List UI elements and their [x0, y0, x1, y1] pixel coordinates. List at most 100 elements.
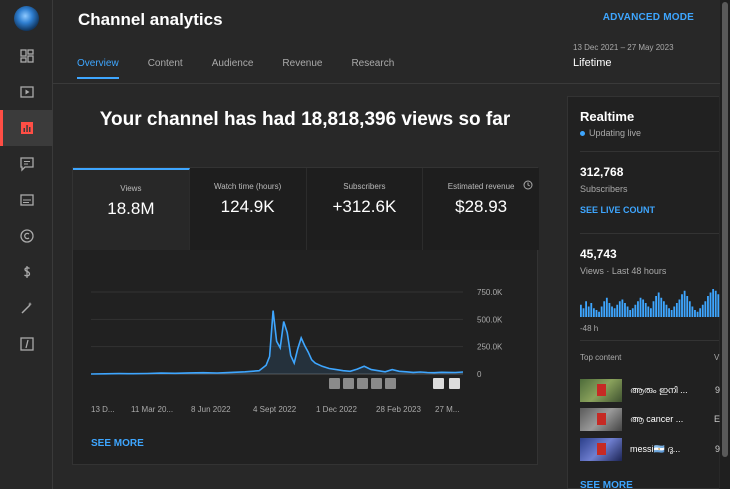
top-content-item[interactable]: ആരും ഇനി ... 9 [580, 377, 720, 403]
realtime-bar [592, 308, 595, 317]
realtime-bar [699, 308, 702, 317]
x-tick-label: 8 Jun 2022 [191, 405, 231, 414]
channel-avatar[interactable] [14, 6, 39, 31]
realtime-bar [691, 306, 694, 317]
metric-label: Views [120, 184, 142, 193]
y-tick-label: 250.0K [477, 343, 503, 352]
realtime-bar [595, 310, 598, 317]
video-views: 9 [714, 444, 720, 454]
views-line-chart: 750.0K 500.0K 250.0K 0 13 D... 11 Mar 20... 8 … [90, 288, 503, 414]
sidebar-item-comments[interactable] [0, 146, 53, 182]
top-content-item[interactable]: messi🇦🇷 ദു... 9 [580, 436, 720, 462]
realtime-bar [634, 304, 637, 317]
tab-revenue[interactable]: Revenue [282, 58, 323, 69]
realtime-bar [608, 303, 611, 317]
realtime-see-more-button[interactable]: SEE MORE [580, 480, 633, 489]
realtime-bar [616, 304, 619, 317]
realtime-bar [709, 292, 712, 317]
sidebar-item-analytics[interactable] [0, 110, 53, 146]
analytics-icon [20, 122, 33, 134]
metric-subscribers[interactable]: Subscribers +312.6K [306, 168, 424, 250]
video-publish-marker[interactable] [329, 378, 340, 389]
top-content-label: Top content [580, 353, 622, 362]
updating-live-label: Updating live [589, 128, 642, 138]
tab-overview[interactable]: Overview [77, 58, 119, 79]
overview-card: Views 18.8M Watch time (hours) 124.9K Su… [72, 167, 539, 465]
realtime-divider [580, 340, 719, 341]
realtime-bar [647, 306, 650, 317]
realtime-bar [618, 301, 621, 317]
page-scrollbar[interactable] [720, 0, 730, 489]
realtime-bar-chart [580, 289, 720, 317]
realtime-bar [707, 296, 709, 317]
see-more-button[interactable]: SEE MORE [91, 438, 144, 449]
top-content-item[interactable]: ആ cancer ... E [580, 406, 720, 432]
y-tick-label: 0 [477, 370, 482, 379]
video-publish-marker[interactable] [343, 378, 354, 389]
video-thumbnail [580, 437, 622, 461]
realtime-bar [717, 294, 720, 317]
realtime-bar [642, 299, 645, 317]
video-publish-marker[interactable] [371, 378, 382, 389]
tab-research[interactable]: Research [351, 58, 395, 69]
x-tick-label: 1 Dec 2022 [316, 405, 357, 414]
realtime-bar [694, 310, 696, 317]
metric-watch-time[interactable]: Watch time (hours) 124.9K [189, 168, 307, 250]
video-title: ആ cancer ... [630, 413, 684, 424]
left-nav-rail [0, 0, 53, 489]
realtime-title: Realtime [580, 109, 635, 124]
top-content-column-header: V [714, 353, 720, 362]
video-publish-marker[interactable] [357, 378, 368, 389]
updating-live-status: Updating live [580, 128, 641, 138]
x-tick-label: 11 Mar 20... [131, 405, 173, 414]
metric-value: +312.6K [332, 197, 397, 216]
sidebar-item-audio-library[interactable] [0, 326, 53, 362]
comments-icon [19, 157, 34, 172]
views-series-line [90, 310, 464, 375]
realtime-bar [631, 308, 634, 317]
realtime-bar [629, 310, 632, 317]
realtime-divider [580, 151, 719, 152]
metric-tabs: Views 18.8M Watch time (hours) 124.9K Su… [73, 168, 539, 250]
repeat-marker-icon[interactable] [433, 378, 444, 389]
sidebar-item-content[interactable] [0, 74, 53, 110]
realtime-bar [688, 301, 691, 317]
period-selector[interactable]: Lifetime [573, 57, 612, 69]
see-live-count-button[interactable]: SEE LIVE COUNT [580, 205, 656, 215]
live-dot-icon [580, 130, 585, 136]
tab-content[interactable]: Content [147, 58, 183, 69]
realtime-bar [662, 301, 665, 317]
realtime-bar [639, 297, 642, 317]
sidebar-item-earn[interactable] [0, 254, 53, 290]
realtime-bar [670, 310, 673, 317]
x-tick-label: 27 M... [435, 405, 459, 414]
header-divider [53, 83, 730, 84]
advanced-mode-button[interactable]: ADVANCED MODE [602, 12, 694, 23]
realtime-bar [686, 296, 689, 317]
tab-audience[interactable]: Audience [211, 58, 254, 69]
sidebar-item-subtitles[interactable] [0, 182, 53, 218]
sidebar-item-copyright[interactable] [0, 218, 53, 254]
date-range-text[interactable]: 13 Dec 2021 – 27 May 2023 [573, 43, 674, 52]
sidebar-item-customization[interactable] [0, 290, 53, 326]
realtime-views-label: Views · Last 48 hours [580, 266, 667, 276]
realtime-bar [701, 304, 704, 317]
video-publish-marker[interactable] [385, 378, 396, 389]
metric-estimated-revenue[interactable]: Estimated revenue $28.93 [423, 168, 539, 250]
views-headline: Your channel has had 18,818,396 views so… [99, 109, 511, 130]
realtime-bar [605, 297, 608, 317]
scrollbar-thumb[interactable] [722, 2, 728, 457]
video-views: E [714, 414, 721, 424]
clock-icon [523, 180, 533, 190]
y-tick-label: 750.0K [477, 288, 503, 297]
y-tick-label: 500.0K [477, 315, 503, 324]
repeat-marker-icon[interactable] [449, 378, 460, 389]
customization-icon [20, 302, 32, 314]
earn-icon [23, 266, 30, 278]
metric-views[interactable]: Views 18.8M [73, 168, 190, 250]
sidebar-item-dashboard[interactable] [0, 38, 53, 74]
realtime-bar [585, 301, 587, 317]
realtime-bar [657, 292, 660, 317]
realtime-bar [613, 308, 616, 317]
metric-value: 124.9K [220, 197, 275, 216]
